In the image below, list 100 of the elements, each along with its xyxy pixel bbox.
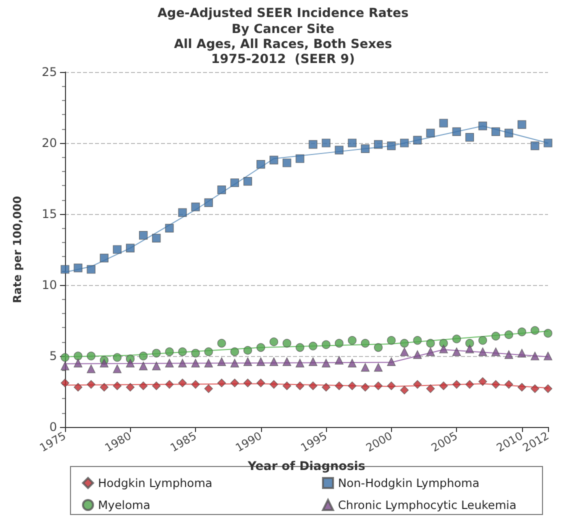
point (270, 380, 278, 389)
point (126, 358, 135, 368)
point (191, 358, 200, 368)
point (413, 350, 422, 359)
legend-label: Hodgkin Lymphoma (98, 476, 212, 490)
point (204, 384, 213, 393)
point (387, 382, 396, 390)
point (426, 384, 435, 393)
point (178, 347, 187, 356)
y-tick-label: 0 (49, 420, 57, 434)
point (296, 358, 304, 368)
point (360, 144, 370, 153)
point (544, 384, 552, 393)
point (360, 382, 370, 392)
point (243, 378, 252, 388)
point (178, 358, 187, 368)
point (86, 265, 96, 274)
point (504, 380, 514, 389)
point (504, 128, 514, 138)
point (374, 140, 383, 149)
chart-subtitle: By Cancer Site All Ages, All Races, Both Sexes 1975-2012 (SEER 9) (174, 21, 392, 66)
point (387, 357, 396, 366)
point (439, 344, 448, 354)
point (204, 198, 213, 207)
point (413, 380, 422, 389)
point (518, 328, 526, 336)
point (426, 338, 435, 348)
point (308, 382, 318, 390)
point (308, 357, 318, 366)
point (334, 382, 344, 390)
point (452, 380, 461, 389)
point (439, 338, 448, 348)
point (74, 352, 82, 360)
point (439, 382, 448, 390)
point (504, 350, 514, 359)
point (139, 362, 148, 370)
point (165, 358, 174, 368)
point (86, 380, 96, 389)
point (334, 338, 344, 348)
point (544, 352, 552, 360)
point (112, 245, 122, 254)
point (465, 338, 474, 348)
point (426, 128, 435, 138)
point (191, 202, 200, 212)
point (478, 122, 488, 130)
point (152, 234, 161, 242)
point (491, 347, 500, 356)
point (139, 352, 148, 360)
point (178, 378, 187, 388)
point (256, 357, 266, 366)
point (152, 348, 161, 358)
point (86, 352, 96, 360)
point (126, 244, 135, 252)
y-tick-label: 10 (42, 278, 57, 292)
point (100, 382, 108, 392)
point (334, 146, 344, 154)
legend-label: Non-Hodgkin Lymphoma (338, 476, 480, 490)
point (465, 380, 474, 389)
point (374, 363, 383, 372)
point (139, 382, 148, 390)
point (374, 343, 383, 352)
point (478, 347, 488, 356)
point (282, 382, 292, 390)
point (217, 186, 226, 194)
point (74, 358, 82, 368)
point (322, 358, 330, 368)
point (491, 332, 500, 340)
point (348, 358, 356, 368)
point (217, 378, 226, 388)
point (518, 348, 526, 358)
point (491, 380, 500, 389)
point (256, 378, 266, 388)
point (322, 382, 330, 392)
point (282, 338, 292, 348)
point (296, 343, 304, 352)
point (270, 338, 278, 346)
point (256, 160, 266, 169)
point (322, 138, 330, 148)
point (413, 136, 422, 144)
point (152, 362, 161, 370)
point (270, 357, 278, 366)
y-tick-label: 15 (42, 207, 57, 221)
point (348, 382, 356, 390)
point (518, 120, 526, 129)
point (139, 231, 148, 240)
point (530, 352, 540, 360)
point (348, 336, 356, 345)
point (400, 386, 409, 394)
chart-title: Age-Adjusted SEER Incidence Rates (157, 5, 409, 20)
point (426, 347, 435, 356)
point (256, 343, 266, 352)
point (530, 142, 540, 150)
point (518, 382, 526, 392)
point (191, 380, 200, 389)
point (360, 363, 370, 372)
point (217, 357, 226, 366)
point (308, 140, 318, 149)
y-tick-label: 5 (49, 349, 57, 363)
point (86, 364, 96, 374)
point (544, 328, 552, 338)
